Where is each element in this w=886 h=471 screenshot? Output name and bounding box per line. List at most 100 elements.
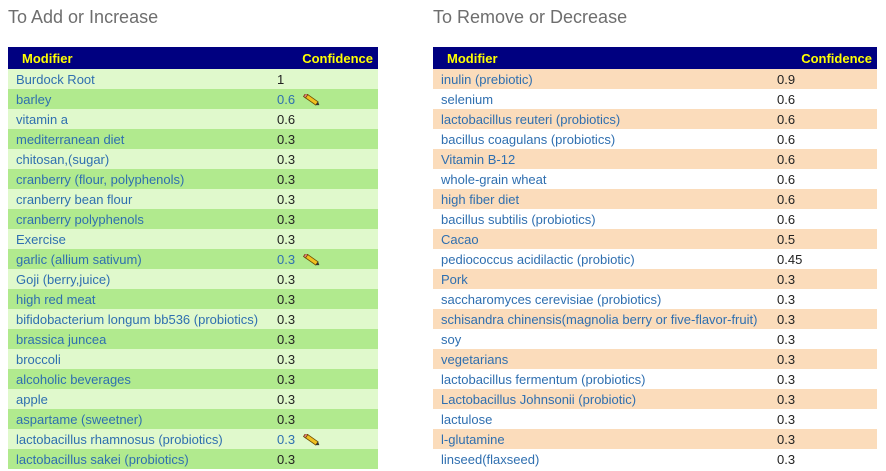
confidence-value: 0.3 xyxy=(277,391,296,407)
modifier-link[interactable]: high red meat xyxy=(8,289,277,309)
modifier-link[interactable]: broccoli xyxy=(8,349,277,369)
modifier-link[interactable]: garlic (allium sativum) xyxy=(8,249,277,269)
confidence-value[interactable]: 0.3 xyxy=(277,251,296,267)
modifier-link[interactable]: apple xyxy=(8,389,277,409)
confidence-value: 0.6 xyxy=(777,171,796,187)
modifier-link[interactable]: Burdock Root xyxy=(8,69,277,89)
confidence-value: 0.3 xyxy=(277,131,296,147)
confidence-value: 1 xyxy=(277,71,285,87)
confidence-cell: 0.3 xyxy=(777,409,877,429)
modifier-link[interactable]: alcoholic beverages xyxy=(8,369,277,389)
confidence-value: 0.3 xyxy=(277,271,296,287)
confidence-value: 0.3 xyxy=(277,331,296,347)
modifier-link[interactable]: cranberry (flour, polyphenols) xyxy=(8,169,277,189)
table-row: saccharomyces cerevisiae (probiotics) 0.3 xyxy=(433,289,877,309)
confidence-cell: 0.6 xyxy=(777,169,877,189)
confidence-value[interactable]: 0.6 xyxy=(277,91,296,107)
confidence-cell: 0.3 xyxy=(277,289,378,309)
modifier-link[interactable]: saccharomyces cerevisiae (probiotics) xyxy=(433,289,777,309)
pencil-icon[interactable] xyxy=(303,92,321,106)
confidence-cell: 0.6 xyxy=(277,109,378,129)
confidence-cell: 0.6 xyxy=(777,189,877,209)
confidence-cell: 0.3 xyxy=(277,449,378,469)
confidence-value: 0.6 xyxy=(277,111,296,127)
table-row: inulin (prebiotic) 0.9 xyxy=(433,69,877,89)
modifier-link[interactable]: high fiber diet xyxy=(433,189,777,209)
modifier-link[interactable]: aspartame (sweetner) xyxy=(8,409,277,429)
confidence-cell: 0.3 xyxy=(777,269,877,289)
pencil-icon[interactable] xyxy=(303,252,321,266)
modifier-link[interactable]: lactobacillus reuteri (probiotics) xyxy=(433,109,777,129)
modifier-link[interactable]: Exercise xyxy=(8,229,277,249)
confidence-cell: 0.3 xyxy=(277,269,378,289)
modifier-link[interactable]: bacillus coagulans (probiotics) xyxy=(433,129,777,149)
pencil-icon[interactable] xyxy=(303,432,321,446)
confidence-value: 0.3 xyxy=(777,451,796,467)
modifier-link[interactable]: cranberry polyphenols xyxy=(8,209,277,229)
modifier-link[interactable]: bacillus subtilis (probiotics) xyxy=(433,209,777,229)
modifier-link[interactable]: whole-grain wheat xyxy=(433,169,777,189)
modifier-link[interactable]: inulin (prebiotic) xyxy=(433,69,777,89)
confidence-value: 0.3 xyxy=(277,371,296,387)
decrease-header-row: Modifier Confidence xyxy=(433,47,877,69)
modifier-link[interactable]: l-glutamine xyxy=(433,429,777,449)
table-row: vegetarians 0.3 xyxy=(433,349,877,369)
table-row: bacillus subtilis (probiotics) 0.6 xyxy=(433,209,877,229)
modifier-link[interactable]: lactulose xyxy=(433,409,777,429)
confidence-value: 0.3 xyxy=(777,271,796,287)
confidence-value: 0.3 xyxy=(277,171,296,187)
confidence-cell: 0.3 xyxy=(277,229,378,249)
modifier-link[interactable]: Vitamin B-12 xyxy=(433,149,777,169)
modifier-link[interactable]: vitamin a xyxy=(8,109,277,129)
confidence-cell[interactable]: 0.6 xyxy=(277,89,378,109)
confidence-column-header[interactable]: Confidence xyxy=(277,47,378,69)
modifier-link[interactable]: Goji (berry,juice) xyxy=(8,269,277,289)
modifier-link[interactable]: mediterranean diet xyxy=(8,129,277,149)
modifier-link[interactable]: bifidobacterium longum bb536 (probiotics… xyxy=(8,309,277,329)
table-row: Exercise 0.3 xyxy=(8,229,378,249)
table-row: lactobacillus fermentum (probiotics) 0.3 xyxy=(433,369,877,389)
confidence-cell[interactable]: 0.3 xyxy=(277,249,378,269)
modifier-link[interactable]: chitosan,(sugar) xyxy=(8,149,277,169)
modifier-link[interactable]: lactobacillus fermentum (probiotics) xyxy=(433,369,777,389)
modifier-link[interactable]: schisandra chinensis(magnolia berry or f… xyxy=(433,309,777,329)
table-row: chitosan,(sugar) 0.3 xyxy=(8,149,378,169)
modifier-link[interactable]: lactobacillus sakei (probiotics) xyxy=(8,449,277,469)
table-row: broccoli 0.3 xyxy=(8,349,378,369)
confidence-value[interactable]: 0.3 xyxy=(277,431,296,447)
confidence-value: 0.3 xyxy=(777,371,796,387)
table-row: barley 0.6 xyxy=(8,89,378,109)
confidence-value: 0.3 xyxy=(777,411,796,427)
modifier-link[interactable]: barley xyxy=(8,89,277,109)
modifier-link[interactable]: cranberry bean flour xyxy=(8,189,277,209)
confidence-value: 0.6 xyxy=(777,191,796,207)
decrease-title: To Remove or Decrease xyxy=(433,7,628,27)
confidence-value: 0.45 xyxy=(777,251,803,267)
confidence-value: 0.6 xyxy=(777,131,796,147)
table-row: soy 0.3 xyxy=(433,329,877,349)
modifier-link[interactable]: Cacao xyxy=(433,229,777,249)
confidence-cell: 0.3 xyxy=(277,169,378,189)
modifier-link[interactable]: selenium xyxy=(433,89,777,109)
confidence-value: 0.3 xyxy=(277,151,296,167)
modifier-link[interactable]: soy xyxy=(433,329,777,349)
modifier-link[interactable]: Lactobacillus Johnsonii (probiotic) xyxy=(433,389,777,409)
modifier-link[interactable]: linseed(flaxseed) xyxy=(433,449,777,469)
modifier-column-header[interactable]: Modifier xyxy=(8,47,277,69)
confidence-value: 0.3 xyxy=(277,411,296,427)
increase-header-row: Modifier Confidence xyxy=(8,47,378,69)
increase-title: To Add or Increase xyxy=(8,7,159,27)
modifier-link[interactable]: vegetarians xyxy=(433,349,777,369)
table-row: brassica juncea 0.3 xyxy=(8,329,378,349)
modifier-link[interactable]: Pork xyxy=(433,269,777,289)
confidence-value: 0.3 xyxy=(777,431,796,447)
confidence-column-header[interactable]: Confidence xyxy=(777,47,877,69)
modifier-link[interactable]: lactobacillus rhamnosus (probiotics) xyxy=(8,429,277,449)
confidence-cell: 0.3 xyxy=(777,329,877,349)
confidence-cell[interactable]: 0.3 xyxy=(277,429,378,449)
modifier-link[interactable]: brassica juncea xyxy=(8,329,277,349)
modifier-link[interactable]: pediococcus acidilactic (probiotic) xyxy=(433,249,777,269)
table-row: vitamin a 0.6 xyxy=(8,109,378,129)
confidence-value: 0.3 xyxy=(277,311,296,327)
modifier-column-header[interactable]: Modifier xyxy=(433,47,777,69)
